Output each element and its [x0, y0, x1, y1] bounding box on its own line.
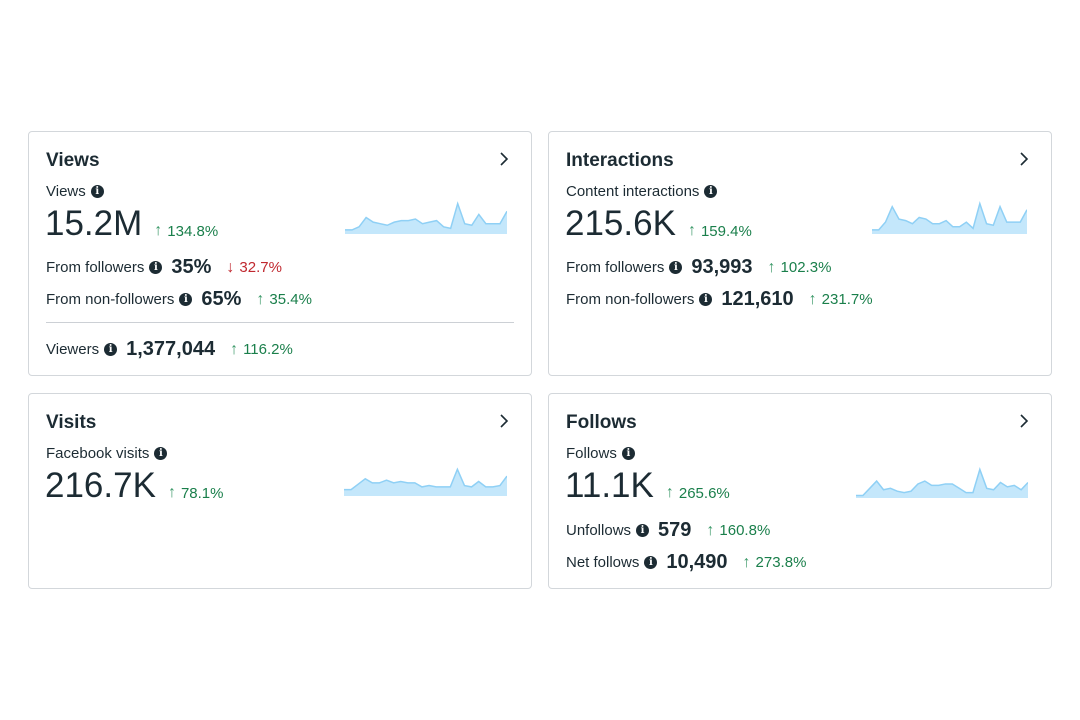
arrow-up-icon: ↑ — [230, 340, 239, 358]
info-icon[interactable]: i — [636, 524, 650, 537]
change-badge: ↑ 159.4% — [688, 222, 752, 240]
views-card: Views Views i 15.2M ↑ 134.8% From followers… — [28, 131, 532, 376]
change-value: 35.4% — [269, 291, 312, 308]
row-value: 1,377,044 — [126, 338, 216, 360]
card-title: Follows — [566, 412, 637, 433]
row-label: Viewers — [46, 341, 100, 358]
row-label: From followers — [566, 259, 665, 276]
change-value: 160.8% — [719, 522, 771, 539]
row-value: 35% — [171, 256, 212, 278]
sparkline — [872, 200, 1027, 234]
chevron-right-icon[interactable] — [1017, 150, 1031, 168]
arrow-up-icon: ↑ — [767, 258, 776, 276]
sparkline-line — [872, 200, 1027, 231]
sparkline-line — [856, 467, 1028, 497]
row-label: From non-followers — [46, 291, 175, 308]
arrow-down-icon: ↓ — [226, 258, 235, 276]
info-icon[interactable]: i — [154, 447, 168, 460]
change-value: 134.8% — [167, 222, 219, 240]
card-title: Visits — [46, 412, 97, 433]
arrow-up-icon: ↑ — [808, 290, 817, 308]
change-badge: ↑ 160.8% — [706, 522, 770, 540]
card-title: Interactions — [566, 150, 674, 171]
visits-card: Visits Facebook visits i 216.7K ↑ 78.1% — [28, 393, 532, 589]
sparkline-line — [345, 201, 507, 231]
change-badge: ↑ 231.7% — [809, 291, 873, 309]
change-badge: ↑ 102.3% — [768, 259, 832, 277]
metric-label: Views — [46, 183, 86, 200]
info-icon[interactable]: i — [104, 343, 118, 356]
change-value: 265.6% — [678, 484, 730, 502]
info-icon[interactable]: i — [621, 447, 635, 460]
chevron-right-icon[interactable] — [497, 412, 511, 430]
sparkline — [856, 467, 1028, 498]
arrow-up-icon: ↑ — [687, 222, 696, 239]
change-badge: ↑ 116.2% — [230, 341, 293, 359]
card-title: Views — [46, 150, 100, 171]
info-icon[interactable]: i — [699, 293, 713, 306]
row-value: 10,490 — [666, 551, 728, 573]
info-icon[interactable]: i — [179, 293, 193, 306]
change-badge: ↑ 78.1% — [168, 484, 224, 502]
row-value: 65% — [201, 288, 242, 310]
row-label: Unfollows — [566, 522, 632, 539]
info-icon[interactable]: i — [704, 185, 718, 198]
change-value: 78.1% — [180, 484, 224, 502]
arrow-up-icon: ↑ — [706, 521, 715, 539]
info-icon[interactable]: i — [669, 261, 683, 274]
arrow-up-icon: ↑ — [167, 484, 176, 501]
row-value: 579 — [658, 519, 692, 541]
change-badge: ↑ 265.6% — [666, 484, 730, 502]
change-value: 231.7% — [821, 291, 873, 308]
change-value: 159.4% — [700, 222, 752, 240]
row-value: 93,993 — [691, 256, 753, 278]
sparkline-area — [345, 203, 507, 234]
row-label: Net follows — [566, 554, 640, 571]
interactions-card: Interactions Content interactions i 215.6… — [548, 131, 1052, 376]
arrow-up-icon: ↑ — [665, 484, 674, 501]
sparkline-line — [344, 467, 507, 491]
info-icon[interactable]: i — [90, 185, 104, 198]
row-value: 121,610 — [721, 288, 794, 310]
change-badge: ↑ 273.8% — [743, 554, 807, 572]
info-icon[interactable]: i — [644, 556, 658, 569]
sparkline-area — [344, 469, 507, 496]
change-value: 273.8% — [755, 554, 807, 571]
metric-value: 215.6K — [565, 204, 676, 243]
change-badge: ↑ 35.4% — [256, 291, 312, 309]
metric-value: 216.7K — [45, 466, 156, 505]
follows-card: Follows Follows i 11.1K ↑ 265.6% Unfollows i… — [548, 393, 1052, 589]
arrow-up-icon: ↑ — [742, 553, 751, 571]
change-value: 116.2% — [243, 341, 293, 358]
chevron-right-icon[interactable] — [1017, 412, 1031, 430]
change-value: 102.3% — [780, 259, 832, 276]
sparkline-area — [872, 203, 1027, 234]
metric-label: Facebook visits — [46, 445, 150, 462]
sparkline-area — [856, 469, 1028, 498]
change-badge: ↑ 134.8% — [154, 222, 218, 240]
change-badge: ↓ 32.7% — [226, 259, 282, 277]
metric-value: 15.2M — [45, 204, 143, 243]
arrow-up-icon: ↑ — [256, 290, 265, 308]
arrow-up-icon: ↑ — [154, 222, 163, 239]
chevron-right-icon[interactable] — [497, 150, 511, 168]
metric-value: 11.1K — [565, 466, 654, 505]
row-label: From non-followers — [566, 291, 695, 308]
metric-label: Follows — [566, 445, 617, 462]
info-icon[interactable]: i — [149, 261, 163, 274]
divider — [46, 322, 514, 323]
change-value: 32.7% — [239, 259, 282, 276]
metric-label: Content interactions — [566, 183, 700, 200]
row-label: From followers — [46, 259, 145, 276]
sparkline — [344, 467, 507, 496]
sparkline — [345, 201, 507, 234]
